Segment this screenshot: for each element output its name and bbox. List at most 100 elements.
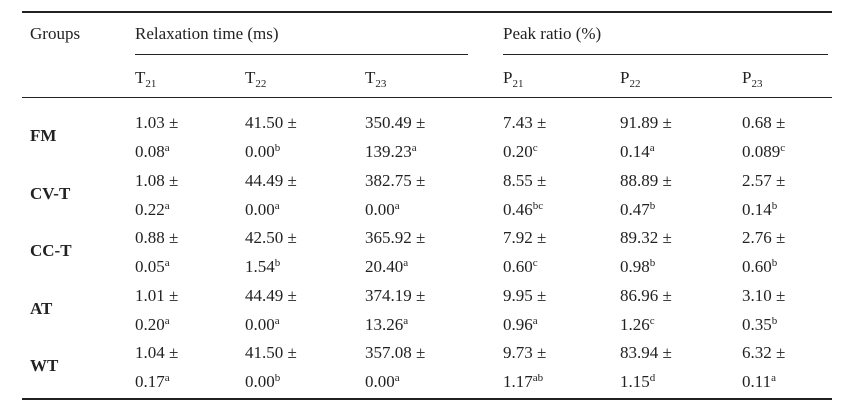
cell-mean: 350.49 ± — [365, 113, 426, 132]
cell-mean: 6.32 ± — [742, 343, 786, 362]
cell-sd: 0.05a — [135, 253, 170, 277]
column-symbol: P — [620, 68, 630, 87]
cell-superscript: ab — [532, 372, 544, 384]
cell-superscript: a — [274, 314, 280, 327]
cell-sd-value: 0.98 — [620, 257, 650, 276]
cell-sd-value: 0.11 — [742, 372, 772, 391]
cell-sd-value: 0.20 — [503, 142, 533, 161]
cell-sd: 0.14b — [742, 196, 777, 220]
cell-sd: 0.20a — [135, 311, 170, 335]
cell-sd: 0.00b — [245, 368, 280, 392]
cell-superscript: a — [164, 257, 170, 269]
cell-sd-value: 0.08 — [135, 142, 165, 161]
cell-sd-value: 0.00 — [245, 314, 275, 334]
cell-sd: 0.47b — [620, 196, 655, 220]
cell-superscript: b — [649, 257, 656, 269]
cell-sd: 0.08a — [135, 138, 170, 162]
cell-sd-value: 0.089 — [742, 142, 781, 161]
cell-superscript: b — [771, 257, 778, 269]
cell-sd-value: 1.17 — [503, 372, 533, 391]
cell-superscript: a — [403, 314, 409, 327]
cell-sd: 0.00a — [365, 196, 400, 220]
cell-mean: 365.92 ± — [365, 228, 426, 247]
cell-superscript: a — [403, 257, 409, 269]
cell-sd: 0.11a — [742, 368, 776, 392]
column-symbol: T — [135, 68, 146, 87]
cell-sd: 1.26c — [620, 311, 655, 335]
column-symbol: T — [245, 68, 256, 87]
column-header: P22 — [620, 68, 640, 94]
cell-sd-value: 1.15 — [620, 372, 650, 391]
bottom-rule — [22, 398, 832, 400]
cell-superscript: c — [780, 142, 786, 154]
cell-mean: 3.10 ± — [742, 285, 786, 305]
cell-mean: 86.96 ± — [620, 285, 672, 305]
cell-sd-value: 0.60 — [503, 257, 533, 276]
group-label: FM — [30, 126, 57, 145]
cell-mean: 1.04 ± — [135, 343, 179, 362]
cell-superscript: bc — [532, 199, 544, 212]
cell-sd: 0.00a — [245, 196, 280, 220]
top-rule — [22, 11, 832, 13]
cell-superscript: b — [649, 199, 656, 212]
cell-superscript: a — [771, 372, 777, 384]
cell-sd-value: 0.17 — [135, 372, 165, 391]
cell-mean: 88.89 ± — [620, 170, 672, 190]
cell-sd: 0.00a — [245, 311, 280, 335]
cell-mean: 8.55 ± — [503, 170, 547, 190]
cell-superscript: a — [411, 142, 417, 154]
cell-mean: 357.08 ± — [365, 343, 426, 362]
cell-superscript: c — [649, 314, 655, 327]
cell-superscript: a — [532, 314, 538, 327]
cell-sd: 139.23a — [365, 138, 417, 162]
cell-superscript: a — [394, 372, 400, 384]
cell-superscript: b — [274, 372, 281, 384]
cell-sd: 0.98b — [620, 253, 655, 277]
cell-sd: 0.00a — [365, 368, 400, 392]
cell-sd-value: 0.00 — [245, 142, 275, 161]
column-header: T23 — [365, 68, 386, 94]
cell-superscript: a — [649, 142, 655, 154]
header-rule — [22, 97, 832, 99]
column-symbol: P — [503, 68, 513, 87]
cell-sd-value: 0.60 — [742, 257, 772, 276]
cell-superscript: c — [532, 257, 538, 269]
cell-mean: 0.88 ± — [135, 228, 179, 247]
cell-mean: 9.95 ± — [503, 285, 547, 305]
cell-mean: 42.50 ± — [245, 228, 297, 247]
cell-mean: 9.73 ± — [503, 343, 547, 362]
cell-superscript: b — [274, 257, 281, 269]
cell-mean: 41.50 ± — [245, 113, 297, 132]
cell-superscript: c — [532, 142, 538, 154]
column-subscript: 23 — [751, 78, 763, 90]
cell-sd: 0.089c — [742, 138, 785, 162]
cell-sd: 20.40a — [365, 253, 408, 277]
group-label: CV-T — [30, 183, 71, 203]
cell-mean: 41.50 ± — [245, 343, 297, 362]
cell-sd-value: 20.40 — [365, 257, 404, 276]
cell-sd: 0.46bc — [503, 196, 543, 220]
cell-mean: 44.49 ± — [245, 285, 297, 305]
cell-mean: 2.76 ± — [742, 228, 786, 247]
cell-mean: 83.94 ± — [620, 343, 672, 362]
cell-mean: 1.08 ± — [135, 170, 179, 190]
cell-superscript: d — [649, 372, 656, 384]
cell-mean: 1.01 ± — [135, 285, 179, 305]
cell-mean: 1.03 ± — [135, 113, 179, 132]
group-rule — [135, 54, 468, 56]
cell-sd-value: 0.14 — [620, 142, 650, 161]
column-subscript: 22 — [629, 78, 641, 90]
cell-sd: 0.60b — [742, 253, 777, 277]
header-cell: Relaxation time (ms) — [135, 24, 279, 43]
cell-mean: 374.19 ± — [365, 285, 426, 305]
cell-sd-value: 0.46 — [503, 199, 533, 219]
column-symbol: T — [365, 68, 376, 87]
column-subscript: 22 — [255, 78, 267, 90]
column-symbol: P — [742, 68, 752, 87]
cell-sd: 13.26a — [365, 311, 408, 335]
cell-sd: 1.17ab — [503, 368, 543, 392]
cell-mean: 89.32 ± — [620, 228, 672, 247]
cell-mean: 44.49 ± — [245, 170, 297, 190]
cell-sd: 0.60c — [503, 253, 538, 277]
cell-mean: 2.57 ± — [742, 170, 786, 190]
